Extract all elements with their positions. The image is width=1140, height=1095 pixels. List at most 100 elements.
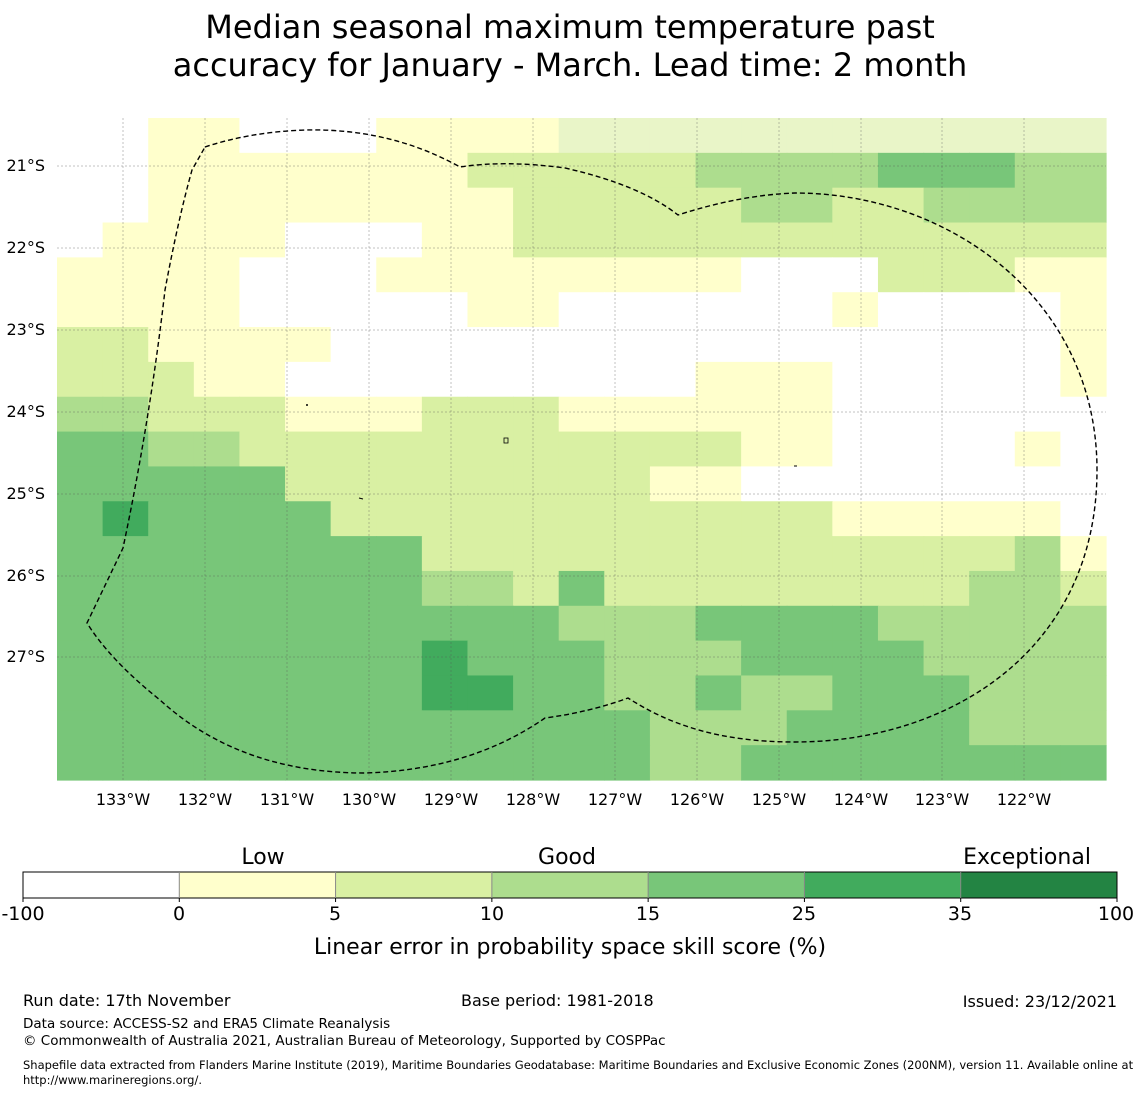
grid-cell [1060,327,1107,363]
grid-cell [467,710,514,746]
grid-cell [239,675,286,711]
grid-cell [193,292,241,328]
grid-cell [1014,466,1061,502]
grid-cell [330,187,377,224]
grid-cell [558,118,605,154]
grid-cell [649,570,697,607]
grid-cell [741,152,788,189]
colorbar-segment [335,872,492,898]
grid-cell [877,640,925,677]
grid-cell [513,640,560,677]
grid-cell [695,292,742,328]
lon-label-124w: 124°W [834,790,889,809]
grid-cell [239,710,286,746]
colorbar-tick-100: 100 [1098,903,1134,925]
grid-cell [330,118,377,154]
grid-cell [421,501,469,537]
grid-cell [649,187,697,224]
grid-cell [1060,675,1107,711]
grid-cell [421,292,469,328]
grid-cell [421,745,469,781]
grid-cell [239,327,286,363]
grid-cell [741,222,788,258]
grid-cell [513,361,560,398]
grid-cell [786,745,833,781]
grid-cell [604,536,651,572]
grid-cell [786,292,833,328]
grid-cell [604,745,651,781]
grid-cell [376,431,423,468]
grid-cell [1014,327,1061,363]
grid-cell [1014,187,1061,224]
grid-cell [239,257,286,293]
colorbar-tick-35: 35 [948,903,972,925]
grid-cell [148,466,195,502]
grid-cell [923,640,970,677]
grid-cell [285,605,332,642]
grid-cell [285,292,332,328]
grid-cell [239,152,286,189]
grid-cell [832,187,879,224]
grid-cell [695,745,742,781]
grid-cell [193,675,241,711]
grid-cell [786,327,833,363]
grid-cell [239,361,286,398]
grid-cell [239,745,286,781]
grid-cell [649,396,697,433]
grid-cell [604,187,651,224]
grid-cell [421,570,469,607]
grid-cell [376,222,423,258]
grid-cell [695,466,742,502]
grid-cell [148,361,195,398]
grid-cell [376,710,423,746]
colorbar-tick-0: 0 [173,903,185,925]
grid-cell [467,361,514,398]
grid-cell [604,710,651,746]
graticule [57,118,1106,780]
grid-cell [57,327,104,363]
grid-cell [832,466,879,502]
grid-cell [239,570,286,607]
grid-cell [57,466,104,502]
title-line-1: Median seasonal maximum temperature past [205,8,935,46]
grid-cell [513,222,560,258]
lon-label-132w: 132°W [178,790,233,809]
grid-cell [102,431,149,468]
grid-cell [786,118,833,154]
grid-cell [193,152,241,189]
copyright: © Commonwealth of Australia 2021, Austra… [23,1033,666,1049]
grid-cell [1060,745,1107,781]
lat-label-22s: 22°S [6,238,45,257]
grid-cell [741,187,788,224]
grid-cell [193,605,241,642]
grid-cell [467,431,514,468]
grid-cell [786,710,833,746]
grid-cell [330,257,377,293]
lon-label-131w: 131°W [260,790,315,809]
grid-cell [102,361,149,398]
grid-cell [649,361,697,398]
grid-cell [376,187,423,224]
colorbar-category-exceptional: Exceptional [963,845,1091,870]
grid-cell [193,327,241,363]
colorbar-segment [960,872,1117,898]
lon-label-133w: 133°W [96,790,151,809]
grid-cell [102,222,149,258]
colorbar-segments [23,872,1117,898]
grid-cell [741,745,788,781]
grid-cell [513,501,560,537]
grid-cell [923,257,970,293]
grid-cell [695,431,742,468]
colorbar-tick-25: 25 [792,903,816,925]
colorbar-tick-minus100: -100 [1,903,44,925]
grid-cell [513,152,560,189]
colorbar: Low Good Exceptional -100 0 5 10 15 25 3… [1,845,1134,960]
grid-cell [558,222,605,258]
grid-cell [148,675,195,711]
grid-cell [421,710,469,746]
grid-cell [330,710,377,746]
grid-cell [57,396,104,433]
grid-cell [513,570,560,607]
grid-cell [421,361,469,398]
grid-cell [1014,745,1061,781]
